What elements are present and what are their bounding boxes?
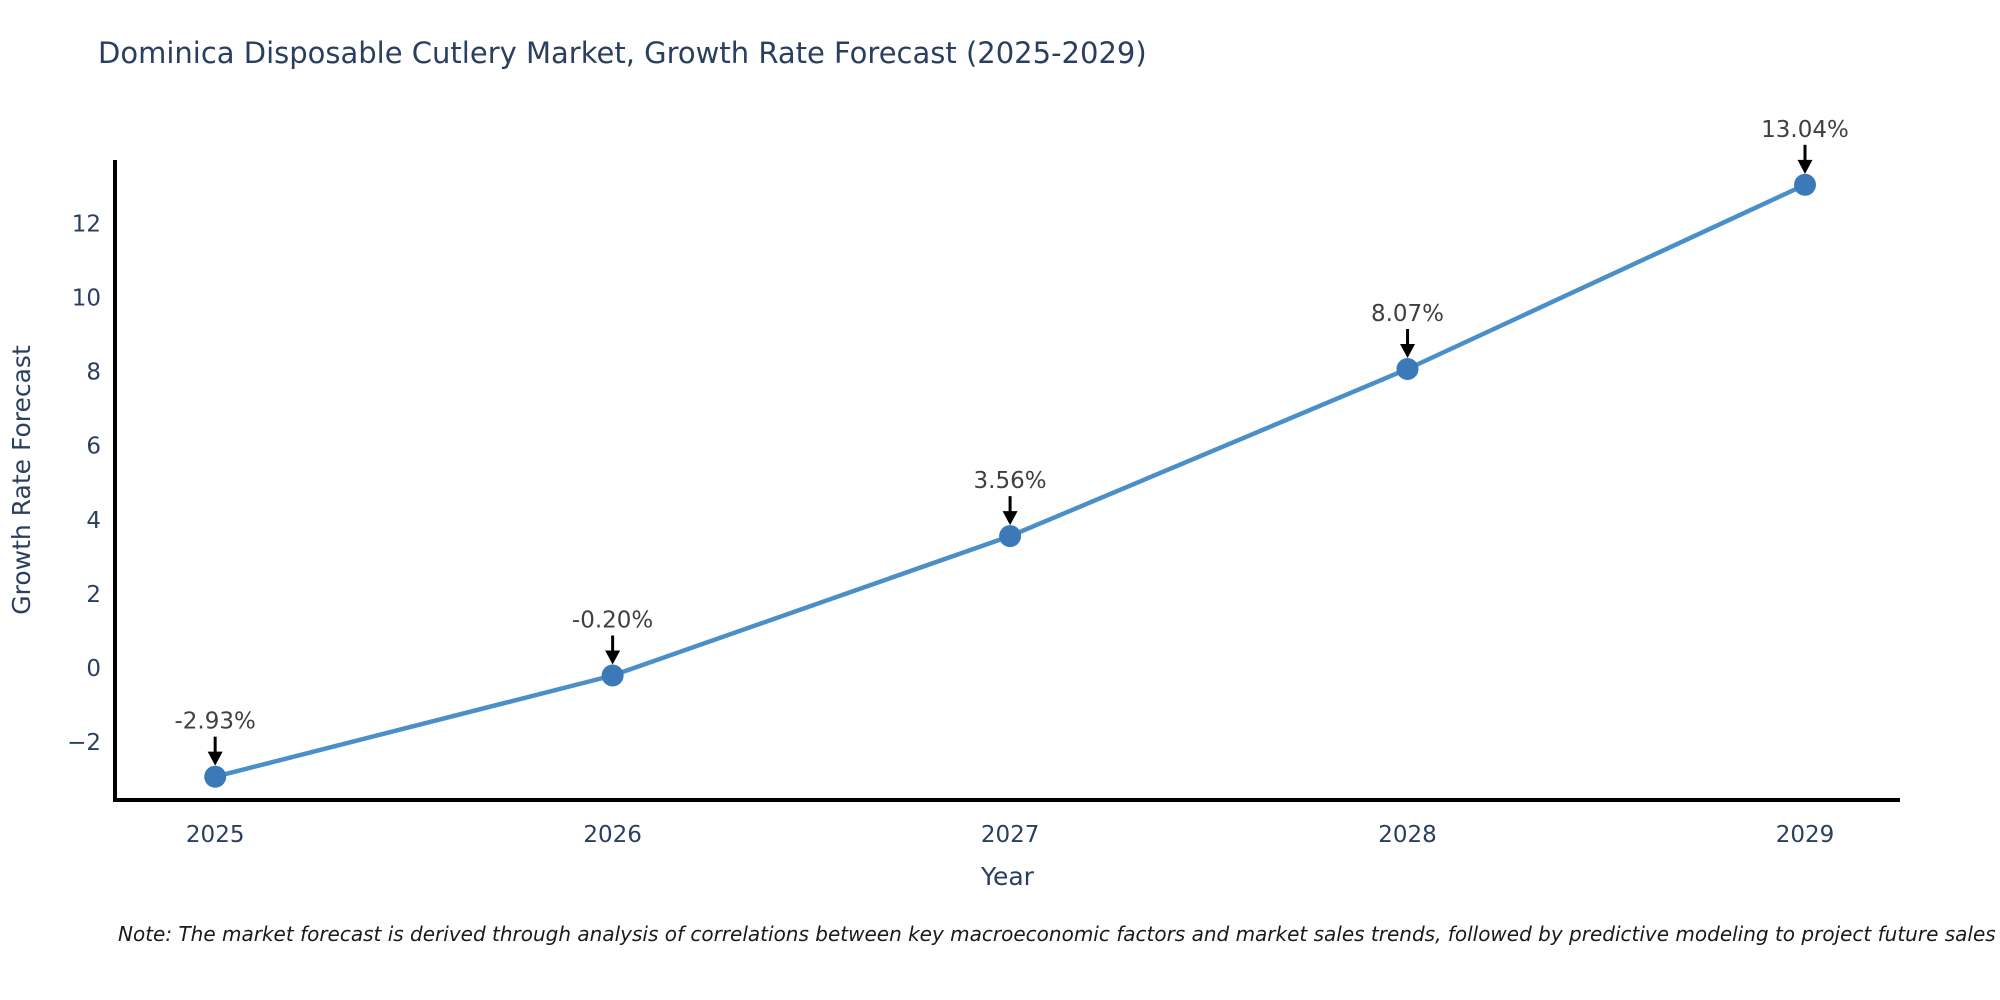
data-point-marker xyxy=(601,664,624,687)
point-annotation: 8.07% xyxy=(1371,301,1444,327)
annotation-arrow-head-icon xyxy=(1797,159,1813,174)
y-tick-label: −2 xyxy=(67,730,101,756)
y-tick-label: 10 xyxy=(72,285,101,311)
point-annotation: -2.93% xyxy=(175,709,256,735)
y-tick-label: 0 xyxy=(86,656,101,682)
chart-footnote: Note: The market forecast is derived thr… xyxy=(118,922,1996,946)
x-tick-label: 2026 xyxy=(583,822,642,848)
y-tick-label: 6 xyxy=(86,434,101,460)
point-annotation: -0.20% xyxy=(572,608,653,634)
data-point-marker xyxy=(1396,358,1419,380)
annotation-arrow-head-icon xyxy=(1400,344,1416,359)
data-point-marker xyxy=(999,525,1022,548)
y-tick-label: 2 xyxy=(86,582,101,608)
annotation-arrow-head-icon xyxy=(207,751,223,766)
point-annotation: 13.04% xyxy=(1761,117,1849,143)
x-tick-label: 2029 xyxy=(1776,822,1835,848)
x-tick-label: 2027 xyxy=(981,822,1040,848)
y-tick-label: 4 xyxy=(86,508,101,534)
data-point-marker xyxy=(204,765,227,788)
x-axis-title: Year xyxy=(980,862,1035,891)
x-tick-label: 2025 xyxy=(186,822,245,848)
y-tick-label: 12 xyxy=(72,211,101,237)
annotation-arrow-head-icon xyxy=(1002,511,1018,526)
chart-title: Dominica Disposable Cutlery Market, Grow… xyxy=(98,36,1147,70)
x-tick-label: 2028 xyxy=(1378,822,1437,848)
annotation-arrow-head-icon xyxy=(605,650,621,665)
y-axis-title: Growth Rate Forecast xyxy=(7,345,36,615)
y-tick-label: 8 xyxy=(86,360,101,386)
data-point-marker xyxy=(1794,173,1816,196)
point-annotation: 3.56% xyxy=(974,468,1047,494)
